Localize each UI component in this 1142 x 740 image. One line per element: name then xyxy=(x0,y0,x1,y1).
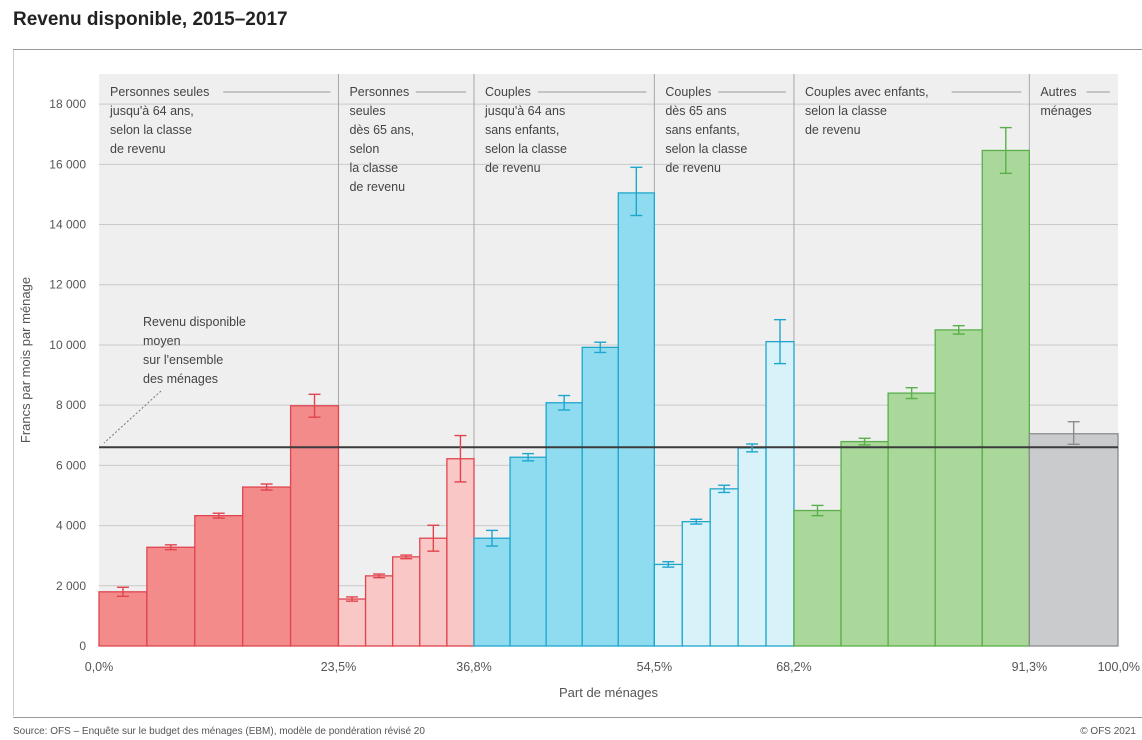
bar xyxy=(653,563,683,647)
group-label-line: selon xyxy=(349,142,379,156)
y-tick-label: 6 000 xyxy=(56,458,86,472)
group-label-line: selon la classe xyxy=(110,123,192,137)
y-tick-label: 14 000 xyxy=(49,218,86,232)
group-label-line: selon la classe xyxy=(805,104,887,118)
group-label-line: de revenu xyxy=(805,123,861,137)
x-axis-title: Part de ménages xyxy=(559,685,659,700)
group-label-line: de revenu xyxy=(110,142,166,156)
group-label-line: seules xyxy=(349,104,385,118)
bar xyxy=(392,556,421,647)
bar xyxy=(545,402,583,647)
group-label-line: selon la classe xyxy=(665,142,747,156)
group-label-line: de revenu xyxy=(485,161,541,175)
mean-line-annotation: Revenu disponible xyxy=(143,315,246,329)
bar xyxy=(289,405,340,647)
group-label-line: la classe xyxy=(349,161,398,175)
bar xyxy=(146,546,196,647)
group-label-line: de revenu xyxy=(665,161,721,175)
bar-chart: 0 2 000 4 000 6 000 8 000 10 000 12 000 14 000 1… xyxy=(18,74,1140,700)
mean-line-annotation: moyen xyxy=(143,334,181,348)
bar xyxy=(840,440,889,647)
mean-line-pointer xyxy=(103,390,162,444)
bar xyxy=(737,447,767,647)
bar xyxy=(793,509,842,647)
bar xyxy=(509,456,547,647)
y-tick-label: 16 000 xyxy=(49,157,86,171)
group-label-line: dès 65 ans, xyxy=(349,123,414,137)
mean-line-annotation: des ménages xyxy=(143,372,218,386)
x-tick-label: 54,5% xyxy=(637,660,672,674)
copyright-note: © OFS 2021 xyxy=(1080,726,1136,737)
group-label-line: Couples avec enfants, xyxy=(805,85,929,99)
group-label-line: jusqu'à 64 ans, xyxy=(109,104,194,118)
mean-line-annotation: sur l'ensemble xyxy=(143,353,223,367)
group-label-line: sans enfants, xyxy=(665,123,739,137)
title-divider xyxy=(13,49,1142,50)
x-tick-label: 68,2% xyxy=(776,660,811,674)
group-label-line: Couples xyxy=(485,85,531,99)
y-tick-label: 8 000 xyxy=(56,398,86,412)
group-label-line: jusqu'à 64 ans xyxy=(484,104,565,118)
bar xyxy=(709,488,739,647)
bar xyxy=(581,346,619,647)
bar xyxy=(446,458,475,647)
bar xyxy=(242,486,292,647)
bar xyxy=(337,598,367,647)
bar xyxy=(681,521,711,647)
x-tick-label: 100,0% xyxy=(1098,660,1140,674)
x-tick-label: 0,0% xyxy=(85,660,114,674)
group-label-line: selon la classe xyxy=(485,142,567,156)
bar xyxy=(364,575,394,647)
group-label-line: dès 65 ans xyxy=(665,104,726,118)
bar xyxy=(934,329,983,647)
bar xyxy=(981,149,1030,647)
group-label-line: Personnes seules xyxy=(110,85,209,99)
group-label-line: ménages xyxy=(1040,104,1091,118)
bar xyxy=(98,591,148,647)
bar xyxy=(765,340,795,647)
y-axis-title: Francs par mois par ménage xyxy=(18,277,33,443)
x-tick-label: 91,3% xyxy=(1012,660,1047,674)
bar xyxy=(617,192,656,647)
bar xyxy=(473,537,511,647)
bar xyxy=(1028,433,1119,647)
source-note: Source: OFS – Enquête sur le budget des … xyxy=(13,726,425,737)
x-tick-label: 23,5% xyxy=(321,660,356,674)
footer-divider xyxy=(13,717,1142,718)
group-label-line: de revenu xyxy=(349,180,405,194)
y-tick-label: 10 000 xyxy=(49,338,86,352)
y-tick-label: 4 000 xyxy=(56,519,86,533)
y-tick-label: 2 000 xyxy=(56,579,86,593)
y-tick-label: 12 000 xyxy=(49,278,86,292)
group-label-line: Couples xyxy=(665,85,711,99)
y-tick-label: 0 xyxy=(79,639,86,653)
group-label-line: Personnes xyxy=(349,85,409,99)
group-label-line: Autres xyxy=(1040,85,1076,99)
bar xyxy=(419,537,448,647)
page-title: Revenu disponible, 2015–2017 xyxy=(13,9,288,30)
bar xyxy=(194,514,244,647)
y-tick-label: 18 000 xyxy=(49,97,86,111)
left-divider xyxy=(13,50,14,716)
x-tick-label: 36,8% xyxy=(456,660,491,674)
bar xyxy=(887,392,936,647)
group-label-line: sans enfants, xyxy=(485,123,559,137)
